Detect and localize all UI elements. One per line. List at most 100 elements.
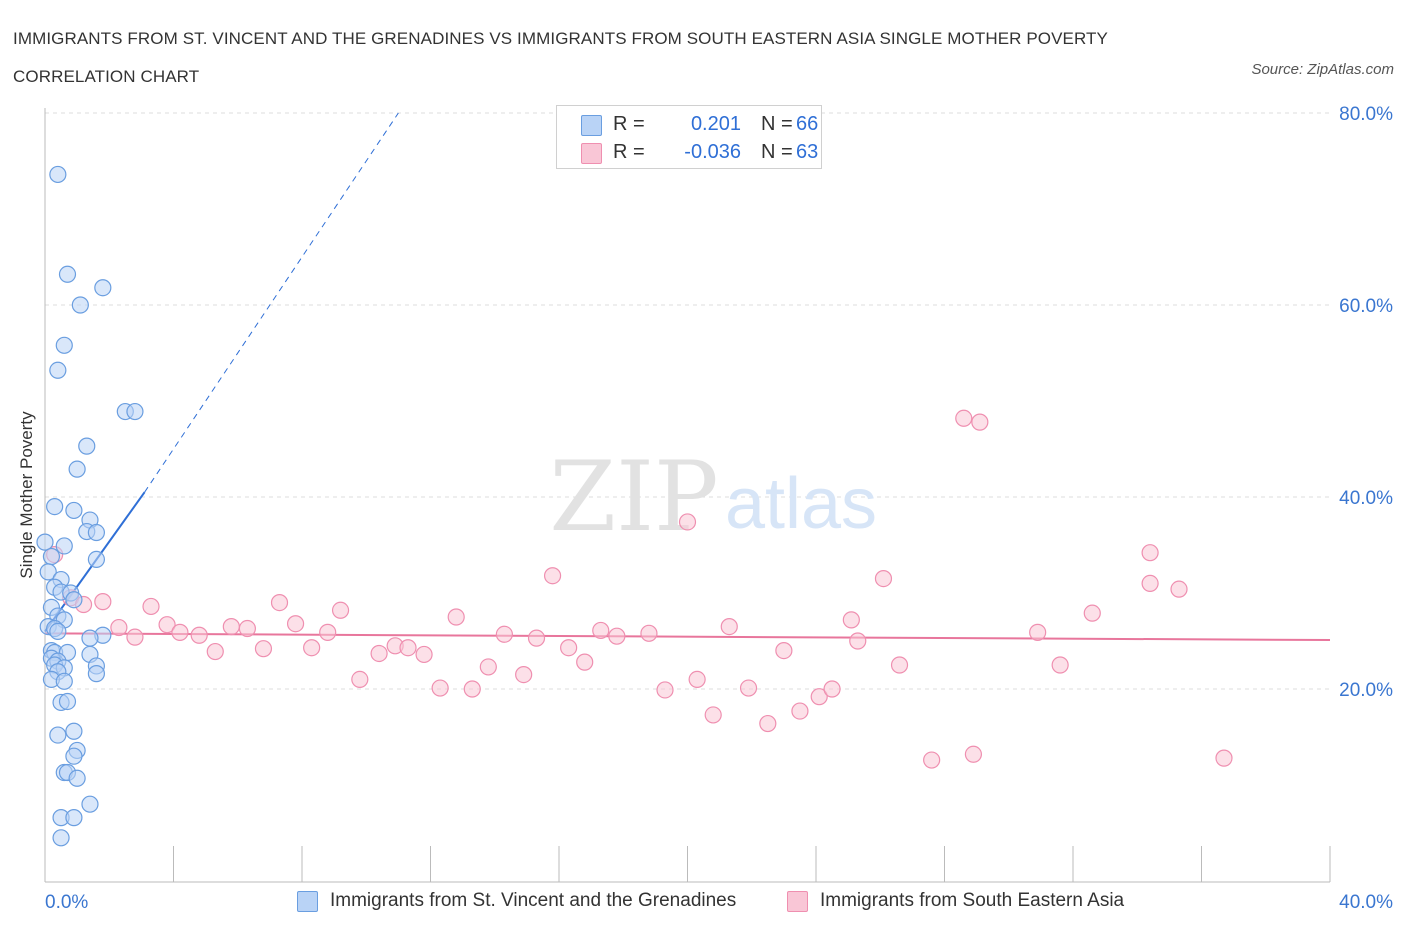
data-point-south-eastern-asia <box>238 619 256 638</box>
data-point-south-eastern-asia <box>874 569 893 588</box>
legend-swatch-blue <box>581 115 602 136</box>
data-point-south-eastern-asia <box>688 670 706 689</box>
bottom-legend-label: Immigrants from South Eastern Asia <box>820 890 1125 911</box>
data-point-st-vincent <box>42 547 61 566</box>
data-point-south-eastern-asia <box>923 751 941 769</box>
data-point-st-vincent <box>55 672 73 690</box>
data-point-south-eastern-asia <box>775 641 793 660</box>
legend-n-label: N = <box>761 141 793 163</box>
series-st-vincent-points <box>36 165 144 847</box>
data-point-south-eastern-asia <box>1215 749 1233 767</box>
data-point-st-vincent <box>52 829 70 847</box>
data-point-st-vincent <box>49 622 67 641</box>
data-point-south-eastern-asia <box>527 629 546 647</box>
source-label: Source: ZipAtlas.com <box>1251 61 1394 78</box>
legend-swatch-pink <box>581 143 602 164</box>
tick-labels: 20.0% 40.0% 60.0% 80.0% 0.0% 40.0% <box>45 104 1393 913</box>
data-point-south-eastern-asia <box>971 413 989 431</box>
data-point-st-vincent <box>49 165 67 184</box>
data-point-st-vincent <box>55 336 73 354</box>
data-point-st-vincent <box>65 591 83 609</box>
data-point-south-eastern-asia <box>543 567 562 585</box>
watermark-atlas: atlas <box>725 464 877 544</box>
data-point-st-vincent <box>49 726 67 744</box>
data-point-st-vincent <box>78 437 96 455</box>
data-point-st-vincent <box>65 809 83 827</box>
trend-lines <box>44 112 1331 642</box>
data-point-south-eastern-asia <box>206 642 224 661</box>
y-tick-label: 60.0% <box>1339 296 1393 317</box>
data-point-south-eastern-asia <box>171 623 189 641</box>
bottom-legend-swatch-blue <box>297 891 318 912</box>
data-point-south-eastern-asia <box>810 688 828 706</box>
data-point-south-eastern-asia <box>1083 604 1101 622</box>
data-point-south-eastern-asia <box>351 670 369 689</box>
data-point-south-eastern-asia <box>955 409 973 427</box>
data-point-south-eastern-asia <box>495 625 513 643</box>
data-point-st-vincent <box>87 550 106 569</box>
data-point-st-vincent <box>81 629 99 647</box>
legend-n-label: N = <box>761 113 793 135</box>
data-point-south-eastern-asia <box>759 714 777 733</box>
data-point-south-eastern-asia <box>286 615 305 633</box>
data-point-south-eastern-asia <box>849 632 867 650</box>
data-point-south-eastern-asia <box>890 656 909 674</box>
data-point-st-vincent <box>71 296 89 314</box>
data-point-south-eastern-asia <box>463 680 481 698</box>
legend-r-value: -0.036 <box>684 141 741 163</box>
data-point-south-eastern-asia <box>110 618 128 637</box>
correlation-legend: R = 0.201 N = 66 R = -0.036 N = 63 <box>556 105 822 169</box>
data-point-south-eastern-asia <box>608 627 626 645</box>
x-tick-label: 40.0% <box>1339 892 1393 913</box>
data-point-st-vincent <box>58 692 77 711</box>
legend-n-value: 63 <box>796 141 819 163</box>
data-point-st-vincent <box>55 537 73 555</box>
data-point-south-eastern-asia <box>640 624 658 642</box>
data-point-south-eastern-asia <box>1051 656 1069 674</box>
data-point-south-eastern-asia <box>791 702 809 720</box>
axes <box>44 108 1331 883</box>
grid-lines <box>45 112 1330 690</box>
data-point-south-eastern-asia <box>254 640 273 658</box>
data-point-st-vincent <box>65 747 83 765</box>
data-point-south-eastern-asia <box>739 679 758 697</box>
data-point-st-vincent <box>65 722 83 740</box>
trend-line-st-vincent-extension <box>144 112 399 493</box>
legend-r-label: R = <box>613 113 645 135</box>
data-point-st-vincent <box>126 402 144 421</box>
data-point-south-eastern-asia <box>94 593 112 611</box>
data-point-st-vincent <box>87 665 106 683</box>
data-point-south-eastern-asia <box>431 679 449 697</box>
chart-title: IMMIGRANTS FROM ST. VINCENT AND THE GREN… <box>13 29 1108 86</box>
data-point-south-eastern-asia <box>319 623 337 641</box>
watermark-zip: ZIP <box>549 441 718 553</box>
data-point-south-eastern-asia <box>678 513 697 531</box>
data-point-south-eastern-asia <box>560 639 578 657</box>
data-point-south-eastern-asia <box>1170 580 1188 598</box>
data-point-st-vincent <box>58 265 77 283</box>
data-point-south-eastern-asia <box>656 681 674 699</box>
data-point-south-eastern-asia <box>823 680 841 698</box>
y-axis-label: Single Mother Poverty <box>17 411 36 579</box>
data-point-south-eastern-asia <box>303 639 321 657</box>
data-point-south-eastern-asia <box>447 608 465 626</box>
data-point-south-eastern-asia <box>515 665 533 684</box>
data-point-south-eastern-asia <box>190 626 208 644</box>
data-point-south-eastern-asia <box>222 617 240 636</box>
data-point-south-eastern-asia <box>1141 574 1159 593</box>
data-point-south-eastern-asia <box>142 597 160 616</box>
legend-n-value: 66 <box>796 113 819 135</box>
data-point-south-eastern-asia <box>479 658 497 676</box>
watermark: ZIP atlas <box>549 441 877 553</box>
data-point-south-eastern-asia <box>399 639 417 657</box>
data-point-south-eastern-asia <box>126 628 144 646</box>
legend-r-label: R = <box>613 141 645 163</box>
series-south-eastern-asia-points <box>46 409 1233 769</box>
y-tick-label: 40.0% <box>1339 488 1393 509</box>
data-point-south-eastern-asia <box>415 645 433 664</box>
data-point-st-vincent <box>39 563 57 581</box>
y-tick-label: 80.0% <box>1339 104 1393 125</box>
legend-r-value: 0.201 <box>690 113 741 135</box>
data-point-st-vincent <box>68 460 86 478</box>
data-point-south-eastern-asia <box>704 706 722 724</box>
